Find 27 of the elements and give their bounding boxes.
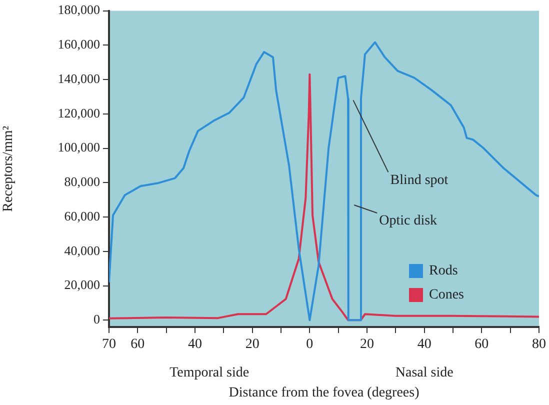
x-tick-label: 70 (102, 337, 116, 352)
y-tick-label: 60,000 (64, 208, 100, 224)
x-tick-label: 60 (474, 337, 489, 352)
x-tick-label: 80 (532, 337, 546, 352)
x-tick-label: 20 (360, 337, 374, 352)
y-axis-title: Receptors/mm² (1, 126, 16, 212)
y-tick-label: 20,000 (64, 277, 100, 292)
y-tick-label: 120,000 (58, 105, 100, 120)
x-tick-label: 40 (188, 337, 202, 352)
x-tick-label: 60 (130, 337, 145, 352)
text: Nasal side (395, 366, 454, 381)
x-tick-label: 20 (245, 337, 260, 352)
y-tick-label: 0 (94, 312, 100, 327)
y-tick-label: 100,000 (58, 140, 100, 155)
legend-label: Cones (429, 288, 464, 303)
y-tick-label: 40,000 (64, 242, 100, 258)
annotation: Optic disk (379, 214, 438, 229)
x-axis-title: Distance from the fovea (degrees) (228, 385, 420, 400)
y-tick-label: 80,000 (64, 174, 100, 190)
x-tick-label: 0 (306, 337, 314, 352)
text: Temporal side (170, 366, 250, 381)
y-tick-label: 140,000 (58, 70, 100, 86)
annotation: Blind spot (390, 172, 448, 188)
legend-label: Rods (429, 264, 458, 279)
y-tick-label: 160,000 (58, 36, 100, 52)
y-tick-label: 180,000 (58, 2, 100, 18)
x-tick-label: 40 (417, 337, 432, 352)
